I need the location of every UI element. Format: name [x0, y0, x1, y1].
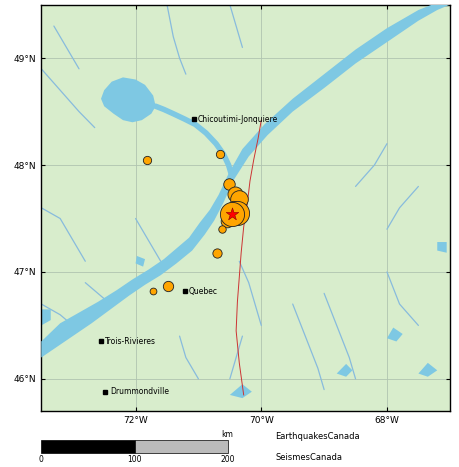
Text: Trois-Rivieres: Trois-Rivieres [106, 337, 157, 346]
Point [228, 211, 235, 218]
Polygon shape [387, 327, 403, 341]
FancyBboxPatch shape [41, 440, 134, 453]
Polygon shape [41, 2, 450, 358]
Point [231, 190, 239, 198]
Text: Quebec: Quebec [189, 287, 218, 296]
Point [213, 249, 221, 256]
Point [230, 202, 237, 209]
Polygon shape [230, 384, 252, 398]
Text: Drummondville: Drummondville [110, 387, 169, 396]
Point [217, 151, 224, 158]
Text: 100: 100 [128, 454, 142, 464]
Point [228, 211, 235, 218]
Text: SeismesCanada: SeismesCanada [275, 453, 342, 462]
Point [235, 196, 243, 203]
Polygon shape [41, 309, 51, 325]
Point [225, 181, 232, 188]
Text: 0: 0 [39, 454, 44, 464]
Point [150, 288, 157, 295]
Polygon shape [135, 256, 145, 267]
Point [165, 282, 172, 290]
Text: 200: 200 [221, 454, 235, 464]
Point [143, 156, 151, 163]
FancyBboxPatch shape [134, 440, 228, 453]
Text: EarthquakesCanada: EarthquakesCanada [275, 432, 360, 441]
Polygon shape [437, 242, 447, 253]
Text: Chicoutimi-Jonquiere: Chicoutimi-Jonquiere [197, 114, 277, 124]
Point [234, 209, 241, 217]
Polygon shape [419, 363, 437, 377]
Text: km: km [221, 430, 233, 439]
Polygon shape [101, 78, 156, 122]
Point [223, 217, 230, 224]
Point [218, 226, 226, 233]
Polygon shape [337, 364, 353, 377]
